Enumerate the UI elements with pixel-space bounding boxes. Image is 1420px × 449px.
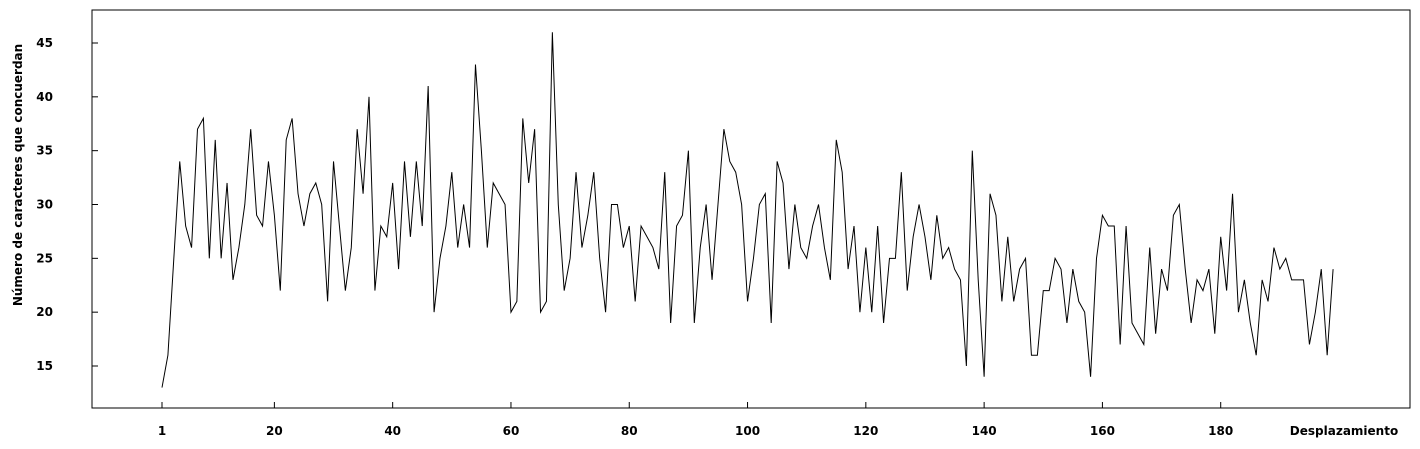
x-tick-label: 100 bbox=[735, 424, 760, 438]
x-tick-label: 40 bbox=[384, 424, 401, 438]
x-tick-label: 120 bbox=[853, 424, 878, 438]
y-tick-label: 20 bbox=[36, 305, 53, 319]
y-axis-title: Número de caracteres que concuerdan bbox=[11, 44, 25, 306]
series-line bbox=[161, 32, 1334, 388]
y-tick-label: 35 bbox=[36, 144, 53, 158]
y-tick-label: 45 bbox=[36, 36, 53, 50]
x-tick-label: 140 bbox=[972, 424, 997, 438]
x-axis-title: Desplazamiento bbox=[1290, 424, 1398, 438]
y-tick-label: 30 bbox=[36, 198, 53, 212]
x-axis-ticks: 1 20 40 60 80 100 120 140 160 180 bbox=[158, 402, 1233, 438]
y-tick-label: 25 bbox=[36, 251, 53, 265]
x-tick-label: 160 bbox=[1090, 424, 1115, 438]
x-tick-label: 1 bbox=[158, 424, 166, 438]
x-tick-label: 180 bbox=[1208, 424, 1233, 438]
x-tick-label: 60 bbox=[503, 424, 520, 438]
x-tick-label: 80 bbox=[621, 424, 638, 438]
y-tick-label: 15 bbox=[36, 359, 53, 373]
plot-frame bbox=[91, 9, 1411, 409]
y-tick-label: 40 bbox=[36, 90, 53, 104]
x-tick-label: 20 bbox=[266, 424, 283, 438]
y-axis-ticks: 15 20 25 30 35 40 45 bbox=[36, 36, 98, 373]
